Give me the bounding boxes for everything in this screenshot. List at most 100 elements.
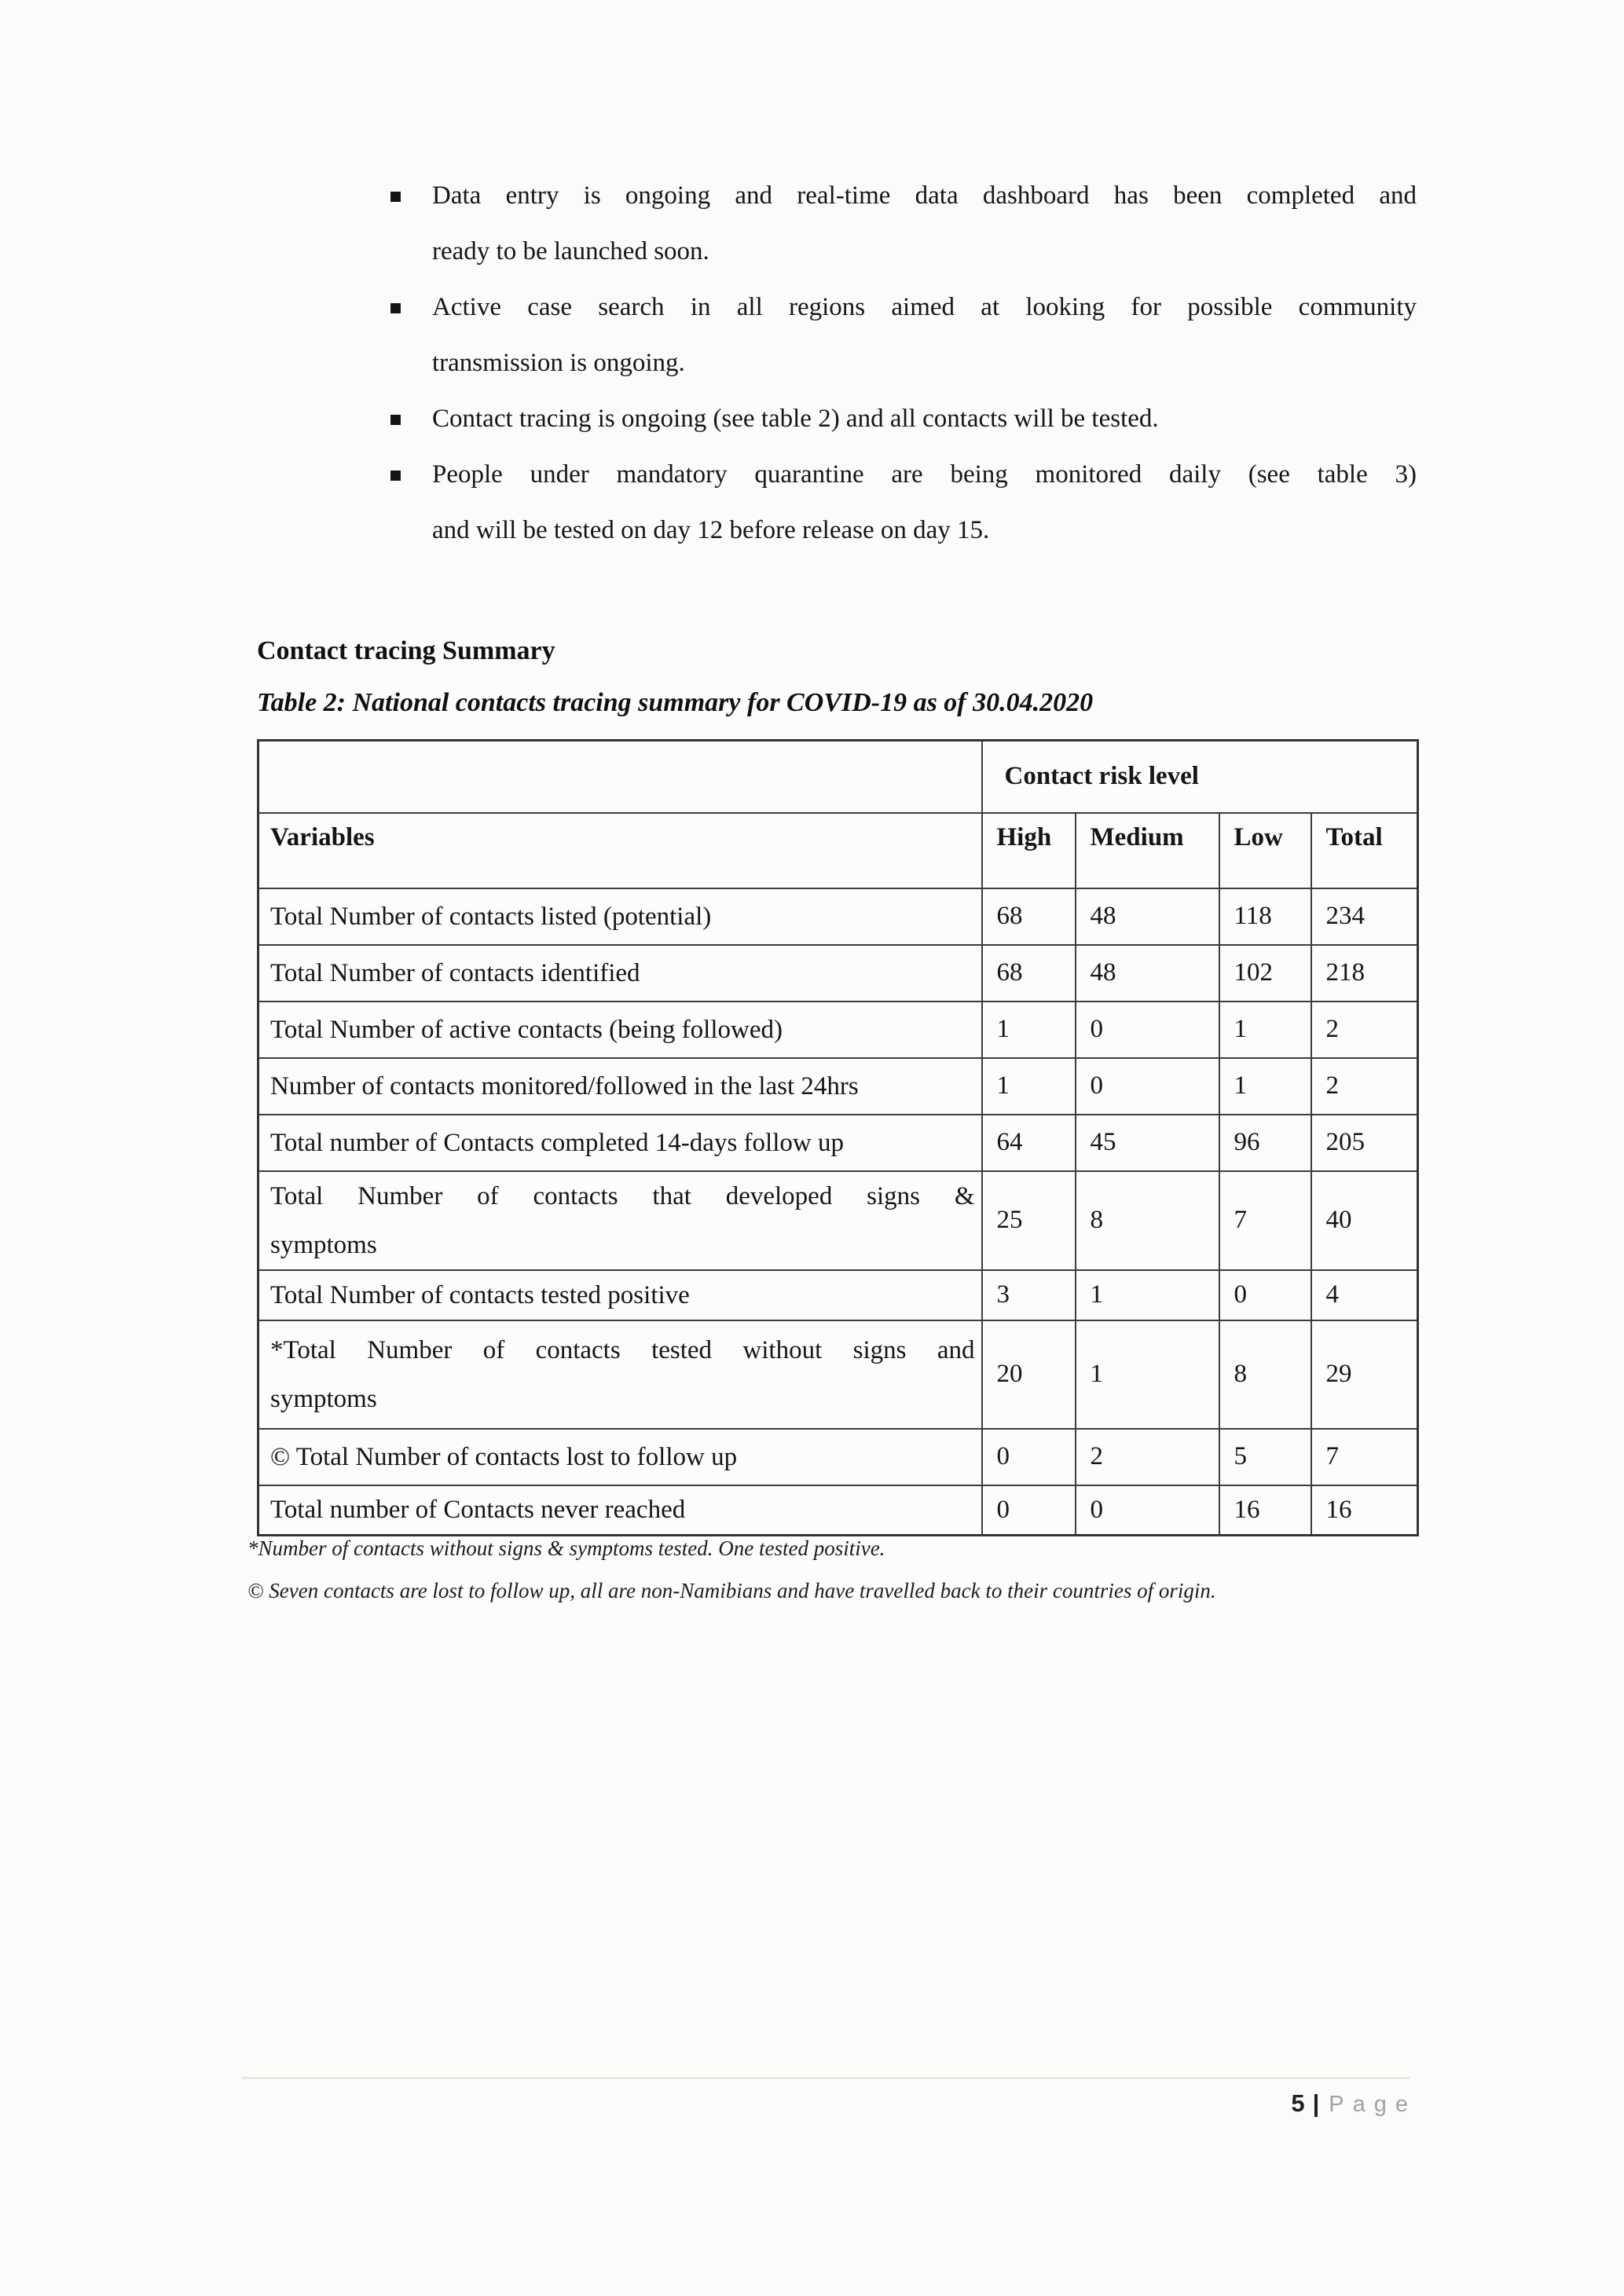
row-label: © Total Number of contacts lost to follo… bbox=[270, 1442, 738, 1471]
bullet-line: Active case search in all regions aimed … bbox=[432, 293, 1417, 321]
footnotes: *Number of contacts without signs & symp… bbox=[247, 1533, 1417, 1618]
cell-low: 1 bbox=[1218, 1000, 1312, 1059]
cell-low: 1 bbox=[1218, 1056, 1312, 1115]
section-heading: Contact tracing Summary bbox=[257, 636, 555, 665]
contact-tracing-table: Contact risk level Variables High Medium… bbox=[257, 739, 1420, 1536]
row-label: Total Number of contacts listed (potenti… bbox=[270, 902, 712, 931]
bullet-item: Data entry is ongoing and real-time data… bbox=[257, 168, 1417, 280]
table-row: Number of contacts monitored/followed in… bbox=[257, 1056, 1419, 1115]
cell-total: 29 bbox=[1310, 1319, 1419, 1430]
bullet-square-icon bbox=[390, 303, 401, 313]
cell-medium: 8 bbox=[1074, 1170, 1220, 1271]
cell-high: 0 bbox=[981, 1484, 1076, 1536]
row-label: Total Number of contacts identified bbox=[270, 958, 640, 987]
row-label: Total Number of contacts tested positive bbox=[270, 1280, 690, 1309]
cell-total: 4 bbox=[1310, 1269, 1419, 1321]
row-label: Total Number of active contacts (being f… bbox=[270, 1015, 783, 1044]
bullet-square-icon bbox=[390, 415, 401, 425]
footnote-copyright: © Seven contacts are lost to follow up, … bbox=[247, 1579, 1216, 1602]
cell-high: 20 bbox=[981, 1319, 1076, 1430]
column-header-medium: Medium bbox=[1074, 811, 1220, 889]
bullet-item: Contact tracing is ongoing (see table 2)… bbox=[257, 391, 1417, 447]
cell-low: 0 bbox=[1218, 1269, 1312, 1321]
cell-medium: 0 bbox=[1074, 1000, 1220, 1059]
table-row: Total number of Contacts completed 14-da… bbox=[257, 1113, 1419, 1172]
column-header-low: Low bbox=[1218, 811, 1312, 889]
bullet-item: Active case search in all regions aimed … bbox=[257, 280, 1417, 391]
bullet-list: Data entry is ongoing and real-time data… bbox=[257, 168, 1417, 558]
cell-low: 96 bbox=[1218, 1113, 1312, 1172]
bullet-line: and will be tested on day 12 before rele… bbox=[432, 516, 990, 544]
cell-high: 3 bbox=[981, 1269, 1076, 1321]
group-header-contact-risk-level: Contact risk level bbox=[981, 739, 1419, 814]
cell-medium: 48 bbox=[1074, 887, 1220, 946]
row-label: symptoms bbox=[270, 1384, 377, 1413]
cell-high: 68 bbox=[981, 887, 1076, 946]
row-label: Number of contacts monitored/followed in… bbox=[270, 1071, 859, 1100]
bullet-square-icon bbox=[390, 192, 401, 202]
cell-medium: 1 bbox=[1074, 1319, 1220, 1430]
bullet-line: ready to be launched soon. bbox=[432, 237, 709, 265]
cell-total: 2 bbox=[1310, 1056, 1419, 1115]
cell-total: 218 bbox=[1310, 943, 1419, 1002]
row-label: *Total Number of contacts tested without… bbox=[270, 1335, 975, 1364]
footer-divider-line bbox=[242, 2077, 1410, 2079]
cell-medium: 1 bbox=[1074, 1269, 1220, 1321]
table-row: Total Number of contacts listed (potenti… bbox=[257, 887, 1419, 946]
footer-page-word: Page bbox=[1329, 2092, 1417, 2117]
table-title: Table 2: National contacts tracing summa… bbox=[257, 688, 1094, 717]
cell-total: 2 bbox=[1310, 1000, 1419, 1059]
contact-tracing-table-wrap: Contact risk level Variables High Medium… bbox=[257, 739, 1420, 1536]
cell-medium: 0 bbox=[1074, 1056, 1220, 1115]
bullet-line: Contact tracing is ongoing (see table 2)… bbox=[432, 405, 1159, 433]
table-group-header-row: Contact risk level bbox=[257, 739, 1419, 814]
row-label: Total Number of contacts that developed … bbox=[270, 1181, 975, 1210]
cell-high: 25 bbox=[981, 1170, 1076, 1271]
table-row: Total Number of active contacts (being f… bbox=[257, 1000, 1419, 1059]
cell-medium: 0 bbox=[1074, 1484, 1220, 1536]
row-label: Total number of Contacts completed 14-da… bbox=[270, 1128, 844, 1157]
cell-high: 64 bbox=[981, 1113, 1076, 1172]
footer-separator: | bbox=[1312, 2089, 1320, 2117]
row-label: Total number of Contacts never reached bbox=[270, 1496, 686, 1525]
cell-low: 7 bbox=[1218, 1170, 1312, 1271]
bullet-square-icon bbox=[390, 471, 401, 481]
page-footer: 5 | Page bbox=[257, 2089, 1417, 2118]
bullet-line: Data entry is ongoing and real-time data… bbox=[432, 181, 1417, 210]
cell-low: 5 bbox=[1218, 1427, 1312, 1486]
cell-total: 205 bbox=[1310, 1113, 1419, 1172]
cell-total: 40 bbox=[1310, 1170, 1419, 1271]
bullet-item: People under mandatory quarantine are be… bbox=[257, 447, 1417, 558]
table-row: Total Number of contacts that developed … bbox=[257, 1170, 1419, 1271]
cell-high: 1 bbox=[981, 1056, 1076, 1115]
table-row: *Total Number of contacts tested without… bbox=[257, 1319, 1419, 1430]
table-row: Total Number of contacts tested positive… bbox=[257, 1269, 1419, 1321]
cell-low: 16 bbox=[1218, 1484, 1312, 1536]
cell-total: 234 bbox=[1310, 887, 1419, 946]
cell-low: 102 bbox=[1218, 943, 1312, 1002]
cell-high: 1 bbox=[981, 1000, 1076, 1059]
bullet-line: People under mandatory quarantine are be… bbox=[432, 460, 1417, 489]
cell-total: 16 bbox=[1310, 1484, 1419, 1536]
cell-high: 0 bbox=[981, 1427, 1076, 1486]
footnote-asterisk: *Number of contacts without signs & symp… bbox=[247, 1536, 885, 1560]
empty-header-cell bbox=[257, 739, 983, 814]
table-column-header-row: Variables High Medium Low Total bbox=[257, 811, 1419, 889]
table-row: Total Number of contacts identified 68 4… bbox=[257, 943, 1419, 1002]
bullet-line: transmission is ongoing. bbox=[432, 349, 685, 377]
table-row: Total number of Contacts never reached 0… bbox=[257, 1484, 1419, 1536]
column-header-variables: Variables bbox=[257, 811, 983, 889]
cell-total: 7 bbox=[1310, 1427, 1419, 1486]
column-header-total: Total bbox=[1310, 811, 1419, 889]
cell-high: 68 bbox=[981, 943, 1076, 1002]
cell-medium: 48 bbox=[1074, 943, 1220, 1002]
cell-medium: 45 bbox=[1074, 1113, 1220, 1172]
column-header-high: High bbox=[981, 811, 1076, 889]
page-number: 5 bbox=[1291, 2089, 1305, 2117]
cell-low: 118 bbox=[1218, 887, 1312, 946]
row-label: symptoms bbox=[270, 1230, 377, 1259]
table-row: © Total Number of contacts lost to follo… bbox=[257, 1427, 1419, 1486]
cell-medium: 2 bbox=[1074, 1427, 1220, 1486]
cell-low: 8 bbox=[1218, 1319, 1312, 1430]
